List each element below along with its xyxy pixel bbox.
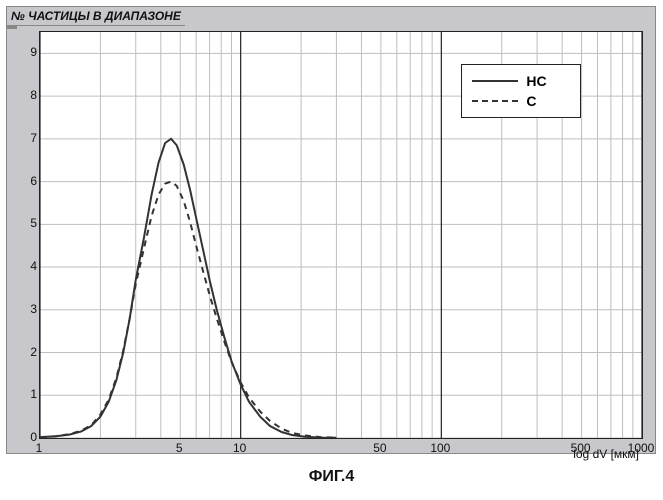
legend: НС С	[461, 64, 581, 118]
x-tick-label: 100	[430, 441, 450, 455]
x-tick-label: 5	[176, 441, 183, 455]
x-tick-label: 500	[571, 441, 591, 455]
x-tick-label: 50	[373, 441, 386, 455]
plot-area: НС С	[39, 31, 643, 439]
y-tick-label: 9	[30, 45, 37, 59]
y-tick-label: 6	[30, 174, 37, 188]
x-tick-label: 1000	[628, 441, 655, 455]
x-tick-label: 1	[36, 441, 43, 455]
legend-row: С	[472, 91, 570, 111]
figure-caption: ФИГ.4	[0, 468, 663, 486]
y-axis-labels: 0123456789	[21, 31, 37, 439]
legend-label: НС	[526, 73, 546, 89]
y-tick-label: 5	[30, 216, 37, 230]
y-tick-label: 8	[30, 88, 37, 102]
x-tick-label: 10	[233, 441, 246, 455]
series-НС	[40, 139, 336, 438]
y-tick-label: 1	[30, 387, 37, 401]
y-tick-label: 7	[30, 131, 37, 145]
chart-panel: № ЧАСТИЦЫ В ДИАПАЗОНЕ 0123456789 НСС log…	[6, 6, 656, 454]
y-tick-label: 2	[30, 345, 37, 359]
legend-label: С	[526, 93, 536, 109]
legend-swatch	[472, 100, 518, 102]
y-tick-label: 3	[30, 302, 37, 316]
page: № ЧАСТИЦЫ В ДИАПАЗОНЕ 0123456789 НСС log…	[0, 0, 663, 500]
legend-swatch	[472, 80, 518, 82]
legend-row: НС	[472, 71, 570, 91]
x-axis-labels: log dV [мкм] 1510501005001000	[39, 441, 643, 457]
y-tick-label: 4	[30, 259, 37, 273]
panel-title: № ЧАСТИЦЫ В ДИАПАЗОНЕ	[7, 7, 185, 26]
